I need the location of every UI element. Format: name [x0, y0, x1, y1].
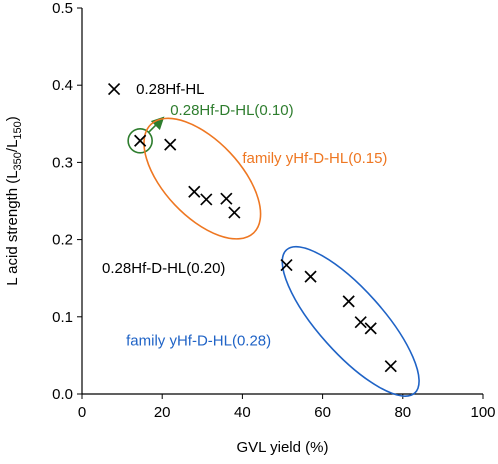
y-tick-label: 0.2 — [52, 232, 73, 249]
y-axis-title-subscript: 150 — [12, 121, 24, 139]
annotation-label: 0.28Hf-D-HL(0.20) — [102, 260, 225, 277]
data-point — [384, 360, 397, 373]
data-point — [164, 138, 177, 151]
group-arrow — [148, 116, 165, 133]
x-axis-title: GVL yield (%) — [237, 439, 329, 456]
x-tick-label: 0 — [78, 404, 86, 421]
data-point-stroke — [364, 322, 377, 335]
data-point-stroke — [107, 82, 121, 96]
x-tick-label: 20 — [154, 404, 171, 421]
x-tick-label: 40 — [234, 404, 251, 421]
data-point-stroke — [384, 360, 397, 373]
data-point — [354, 316, 367, 329]
data-point — [107, 82, 121, 96]
data-point-stroke — [164, 138, 177, 151]
data-point-stroke — [304, 270, 317, 283]
data-point — [188, 185, 201, 198]
annotation-label: 0.28Hf-D-HL(0.10) — [170, 102, 293, 119]
data-point — [220, 192, 233, 205]
data-point-stroke — [228, 206, 241, 219]
data-point-stroke — [342, 295, 355, 308]
data-point — [228, 206, 241, 219]
group-ellipse-family-yhf-d-hl-0-28 — [281, 245, 420, 397]
x-tick-label: 80 — [394, 404, 411, 421]
group-circle-0-28hf-d-hl-0-10 — [127, 127, 153, 154]
annotation-label: family yHf-D-HL(0.15) — [242, 150, 387, 167]
data-point — [280, 258, 293, 272]
data-point-stroke — [188, 185, 201, 198]
data-point-stroke — [134, 134, 147, 147]
y-axis-title-part: /L — [4, 140, 21, 153]
data-point — [364, 322, 377, 335]
y-tick-label: 0.5 — [52, 0, 73, 17]
annotation-label: family yHf-D-HL(0.28) — [126, 333, 271, 350]
data-point-stroke — [280, 258, 293, 272]
group-ellipse-family-yhf-d-hl-0-15 — [143, 117, 262, 240]
x-tick-label: 60 — [314, 404, 331, 421]
data-point-stroke — [200, 193, 213, 206]
data-point-stroke — [220, 192, 233, 205]
annotation-label: 0.28Hf-HL — [136, 81, 204, 98]
data-point-stroke — [354, 316, 367, 329]
y-axis-title: L acid strength (L350/L150) — [4, 116, 24, 286]
y-tick-label: 0.4 — [52, 77, 73, 94]
y-tick-label: 0.3 — [52, 154, 73, 171]
data-point — [134, 134, 147, 147]
y-tick-label: 0.0 — [52, 386, 73, 403]
y-axis-title-part: ) — [4, 116, 21, 121]
data-point — [342, 295, 355, 308]
x-tick-label: 100 — [470, 404, 495, 421]
y-axis-title-part: L acid strength (L — [4, 170, 21, 285]
y-tick-label: 0.1 — [52, 309, 73, 326]
data-point — [200, 193, 213, 206]
y-axis-title-subscript: 350 — [12, 152, 24, 170]
data-point — [304, 270, 317, 283]
